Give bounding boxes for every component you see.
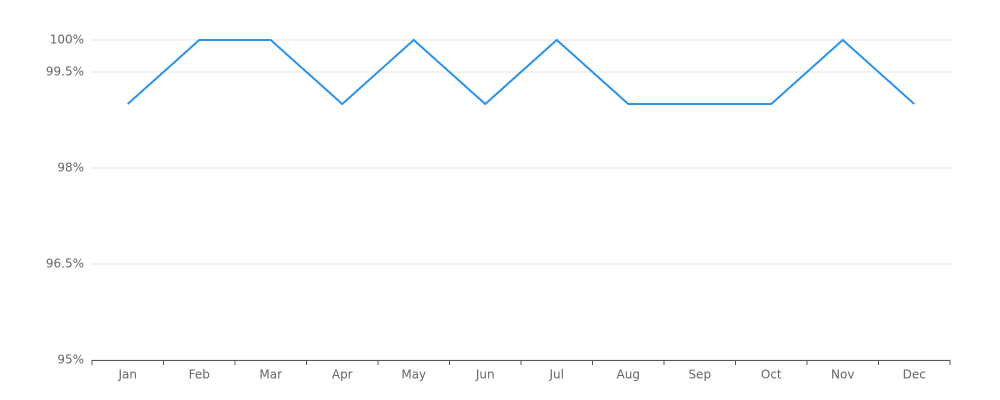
x-tick-label: Jun (475, 368, 495, 382)
y-tick-label: 100% (50, 33, 84, 47)
x-tick-label: May (401, 368, 426, 382)
y-tick-label: 98% (57, 161, 84, 175)
line-series (127, 38, 915, 106)
x-tick-label: Jan (118, 368, 138, 382)
y-tick-label: 99.5% (46, 65, 84, 79)
y-tick-label: 95% (57, 353, 84, 367)
x-tick-label: Apr (332, 368, 353, 382)
x-tick-label: Dec (903, 368, 926, 382)
x-tick-label: Oct (761, 368, 782, 382)
x-tick-label: Feb (189, 368, 210, 382)
x-tick-label: Aug (617, 368, 640, 382)
x-tick-label: Mar (259, 368, 282, 382)
x-tick-label: Nov (831, 368, 854, 382)
x-tick-label: Jul (549, 368, 564, 382)
x-tick-label: Sep (688, 368, 711, 382)
y-tick-label: 96.5% (46, 257, 84, 271)
